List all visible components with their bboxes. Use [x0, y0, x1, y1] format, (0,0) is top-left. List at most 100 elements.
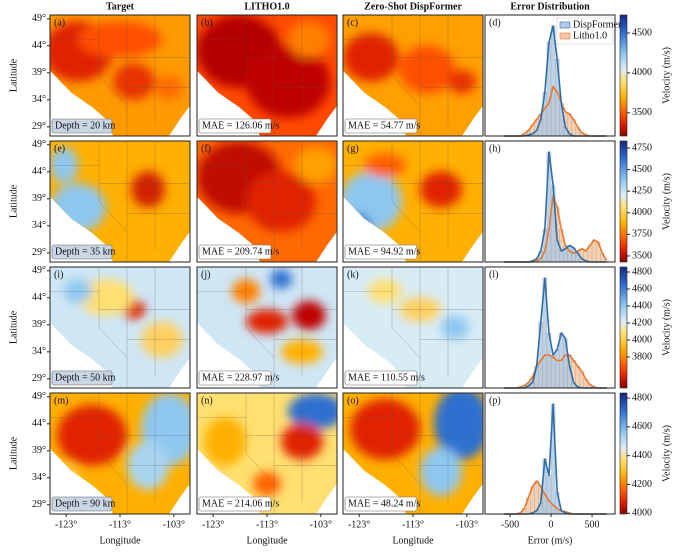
y-tick-label: 29° — [32, 121, 46, 132]
x-tick-label: -500 — [501, 519, 519, 530]
mae-label: MAE = 209.74 m/s — [202, 246, 279, 257]
colorbar-tick-label: 3500 — [632, 107, 652, 118]
colorbar-label: Velocity (m/s) — [661, 299, 672, 356]
y-tick-label: 44° — [32, 166, 46, 177]
map-blob — [448, 69, 476, 94]
mae-box — [198, 244, 272, 260]
map-blob — [399, 45, 455, 94]
colorbar — [619, 266, 628, 389]
map-blob — [78, 279, 134, 316]
state-border — [98, 453, 128, 484]
mae-box — [198, 370, 272, 386]
map-blobs — [197, 15, 330, 118]
panel-label: (d) — [489, 17, 501, 28]
map-blobs — [350, 393, 483, 496]
map-field — [343, 141, 483, 262]
map-blob — [269, 269, 293, 289]
colorbar-tick-label: 4000 — [632, 334, 652, 345]
x-axis-label: Longitude — [246, 535, 288, 546]
legend-swatch — [559, 21, 571, 29]
map-frame — [49, 14, 191, 137]
depth-label: Depth = 35 km — [55, 246, 116, 257]
colorbar-label: Velocity (m/s) — [661, 47, 672, 104]
map-blob — [350, 399, 420, 460]
map-frame — [196, 266, 338, 389]
map-blobs — [197, 141, 337, 232]
state-border — [391, 327, 421, 358]
x-tick-label: -123° — [202, 519, 224, 530]
x-tick-label: -113° — [402, 519, 424, 530]
depth-label: Depth = 90 km — [55, 498, 116, 509]
hist-bar — [546, 475, 552, 515]
state-border — [391, 75, 421, 106]
x-tick-label: 0 — [549, 519, 554, 530]
mae-box — [344, 370, 418, 386]
state-border — [245, 75, 275, 106]
colorbar-tick-label: 4500 — [632, 27, 652, 38]
y-tick-label: 49° — [32, 13, 46, 24]
legend-swatch — [559, 32, 571, 40]
map-frame — [342, 266, 484, 389]
x-tick-label: -113° — [256, 519, 278, 530]
hist-bar — [554, 349, 560, 389]
hist-bar — [559, 250, 564, 263]
state-border — [391, 201, 421, 232]
y-tick-label: 49° — [32, 265, 46, 276]
hist-bar — [563, 248, 568, 263]
y-tick-label: 39° — [32, 445, 46, 456]
depth-box — [51, 244, 113, 260]
colorbar-tick-label: 4750 — [632, 142, 652, 153]
y-axis-label: Latitude — [8, 310, 19, 344]
map-blob — [253, 471, 281, 496]
hist-frame — [484, 140, 616, 263]
y-tick-label: 39° — [32, 319, 46, 330]
x-tick-label: 500 — [585, 519, 600, 530]
map-blob — [441, 315, 469, 340]
colorbar — [619, 140, 628, 263]
depth-label: Depth = 20 km — [55, 120, 116, 131]
state-border — [98, 75, 128, 106]
depth-box — [51, 118, 113, 134]
map-blob — [292, 300, 326, 330]
x-tick-label: -123° — [55, 519, 77, 530]
map-blobs — [232, 269, 326, 364]
mae-box — [344, 496, 418, 512]
y-tick-label: 49° — [32, 139, 46, 150]
panel-label: (j) — [201, 269, 210, 280]
map-blob — [57, 405, 127, 466]
map-field — [50, 393, 190, 514]
colorbar-tick-label: 3750 — [632, 229, 652, 240]
colorbar — [619, 14, 628, 137]
mae-box — [198, 118, 272, 134]
map-frame — [196, 14, 338, 137]
map-field — [50, 15, 190, 136]
map-blob — [295, 147, 337, 184]
state-border — [245, 201, 275, 232]
y-axis-label: Latitude — [8, 436, 19, 470]
y-tick-label: 29° — [32, 499, 46, 510]
state-border — [98, 201, 128, 232]
mae-label: MAE = 48.24 m/s — [348, 498, 420, 509]
map-blob — [204, 417, 246, 466]
panel-label: (g) — [347, 143, 359, 154]
colorbar-tick-label: 4600 — [632, 421, 652, 432]
map-frame — [49, 266, 191, 389]
map-field — [197, 267, 337, 388]
hist-bar — [550, 354, 556, 389]
map-blob — [420, 447, 462, 496]
map-frame — [196, 140, 338, 263]
hist-frame — [484, 392, 616, 515]
legend-label: Litho1.0 — [573, 30, 607, 41]
map-blob — [246, 309, 288, 334]
state-border — [391, 453, 421, 484]
state-border — [98, 327, 128, 358]
depth-box — [51, 370, 113, 386]
state-border — [245, 327, 275, 358]
panel-label: (e) — [54, 143, 65, 154]
map-blob — [131, 171, 165, 208]
map-field — [197, 15, 337, 136]
column-title: Zero-Shot DispFormer — [364, 1, 462, 12]
column-title: Error Distribution — [510, 1, 590, 12]
y-tick-label: 49° — [32, 391, 46, 402]
